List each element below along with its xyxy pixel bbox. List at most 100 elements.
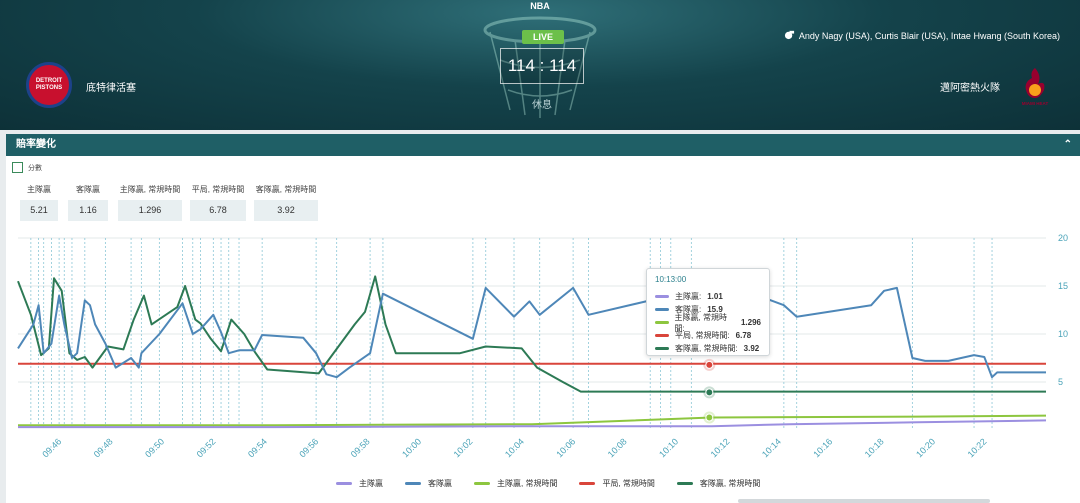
tooltip-label: 客隊贏, 常規時間: bbox=[675, 344, 738, 353]
series-swatch bbox=[655, 334, 669, 337]
chart-legend: 主隊贏 客隊贏 主隊贏, 常規時間 平局, 常規時間 客隊贏, 常規時間 bbox=[336, 478, 760, 489]
odds-chart[interactable]: 5 10 15 20 09:46 09:48 09:50 09:52 09:54 09:56 09:… bbox=[0, 234, 1080, 474]
chevron-up-icon[interactable]: ⌃ bbox=[1063, 139, 1072, 150]
legend-label: 主隊贏 bbox=[359, 479, 383, 488]
odds-away-win-reg: 客隊贏, 常規時間 3.92 bbox=[254, 184, 318, 221]
odds-label: 客隊贏, 常規時間 bbox=[255, 185, 317, 194]
odds-panel: 賠率變化 ⌃ 分數 主隊贏 5.21 客隊贏 1.16 主隊贏, 常規時間 1.… bbox=[6, 134, 1080, 503]
tooltip-label: 平局, 常規時間: bbox=[675, 331, 730, 340]
series-line-away_win bbox=[17, 276, 1046, 379]
home-logo-line-2: PISTONS bbox=[35, 85, 63, 91]
legend-swatch bbox=[676, 482, 693, 485]
odds-draw-reg: 平局, 常規時間 6.78 bbox=[190, 184, 246, 221]
tooltip-value: 3.92 bbox=[743, 344, 760, 353]
odds-label: 平局, 常規時間 bbox=[191, 185, 245, 194]
tooltip-row: 客隊贏, 常規時間: 3.92 bbox=[655, 342, 761, 355]
odds-home-win: 主隊贏 5.21 bbox=[20, 184, 58, 221]
x-tick-label: 10:08 bbox=[606, 436, 629, 459]
x-tick-label: 10:18 bbox=[863, 436, 886, 459]
referees: Andy Nagy (USA), Curtis Blair (USA), Int… bbox=[784, 29, 1060, 42]
legend-swatch bbox=[474, 482, 490, 485]
score-display: 114 : 114 bbox=[500, 48, 584, 84]
odds-value: 6.78 bbox=[190, 200, 246, 221]
x-tick-label: 10:20 bbox=[914, 436, 937, 459]
tooltip-label: 客隊贏: bbox=[675, 305, 702, 314]
tooltip-label: 主隊贏, 常規時間: bbox=[674, 312, 727, 333]
checkbox[interactable] bbox=[12, 162, 23, 173]
away-team-logo: MIAMI HEAT bbox=[1020, 66, 1050, 110]
legend-swatch bbox=[405, 482, 421, 485]
odds-label: 主隊贏 bbox=[27, 185, 51, 194]
series-swatch bbox=[655, 308, 669, 311]
x-tick-label: 10:22 bbox=[966, 436, 989, 459]
x-tick-label: 09:52 bbox=[195, 436, 218, 459]
x-tick-label: 10:06 bbox=[554, 436, 577, 459]
away-team-name: 邁阿密熱火隊 bbox=[940, 83, 1000, 94]
x-tick-label: 10:12 bbox=[709, 436, 732, 459]
hover-marker bbox=[705, 413, 714, 422]
tooltip-row: 客隊贏: 15.9 bbox=[655, 303, 761, 316]
y-tick-label: 10 bbox=[1058, 329, 1068, 339]
odds-value: 1.296 bbox=[118, 200, 182, 221]
legend-item-away-win-reg[interactable]: 客隊贏, 常規時間 bbox=[676, 478, 761, 489]
legend-item-home-win[interactable]: 主隊贏 bbox=[336, 478, 383, 489]
odds-label: 客隊贏 bbox=[76, 185, 100, 194]
match-header: NBA LIVE 114 : 114 休息 Andy Nagy (USA), C… bbox=[0, 0, 1080, 130]
legend-swatch bbox=[336, 482, 352, 485]
series-line-home_win bbox=[18, 419, 1047, 429]
tooltip-row: 主隊贏: 1.01 bbox=[655, 290, 761, 303]
odds-value: 5.21 bbox=[20, 200, 58, 221]
away-logo-text: MIAMI HEAT bbox=[1022, 101, 1049, 106]
x-tick-label: 10:10 bbox=[657, 436, 680, 459]
basketball-flame-icon: MIAMI HEAT bbox=[1022, 68, 1049, 106]
horizontal-scrollbar[interactable] bbox=[738, 499, 990, 503]
odds-label: 主隊贏, 常規時間 bbox=[119, 185, 181, 194]
y-tick-label: 5 bbox=[1058, 377, 1063, 387]
tooltip-value: 1.296 bbox=[740, 318, 761, 327]
legend-swatch bbox=[579, 482, 596, 485]
odds-away-win: 客隊贏 1.16 bbox=[68, 184, 108, 221]
x-tick-label: 10:00 bbox=[400, 436, 423, 459]
odds-panel-header[interactable]: 賠率變化 ⌃ bbox=[6, 134, 1080, 156]
x-tick-label: 09:48 bbox=[92, 436, 115, 459]
legend-label: 平局, 常規時間 bbox=[602, 479, 655, 488]
tooltip-label: 主隊贏: bbox=[675, 292, 702, 301]
odds-home-win-reg: 主隊贏, 常規時間 1.296 bbox=[118, 184, 182, 221]
x-tick-label: 09:50 bbox=[143, 436, 166, 459]
series-swatch bbox=[655, 347, 669, 350]
series-swatch bbox=[655, 295, 669, 298]
tooltip-value: 15.9 bbox=[707, 305, 723, 314]
legend-item-away-win[interactable]: 客隊贏 bbox=[405, 478, 452, 489]
series-line-home_win_reg bbox=[18, 414, 1047, 427]
legend-label: 客隊贏, 常規時間 bbox=[699, 479, 761, 488]
tooltip-value: 6.78 bbox=[735, 331, 752, 340]
legend-label: 主隊贏, 常規時間 bbox=[497, 479, 558, 488]
league-label: NBA bbox=[530, 1, 550, 11]
chart-tooltip: 10:13:00 主隊贏: 1.01 客隊贏: 15.9 主隊贏, 常規時間: … bbox=[646, 268, 770, 356]
odds-value: 3.92 bbox=[254, 200, 318, 221]
referees-text: Andy Nagy (USA), Curtis Blair (USA), Int… bbox=[798, 30, 1060, 41]
home-logo-line-1: DETROIT bbox=[35, 78, 63, 84]
series-swatch bbox=[655, 321, 669, 324]
panel-title: 賠率變化 bbox=[16, 139, 56, 150]
x-tick-label: 09:58 bbox=[349, 436, 372, 459]
tooltip-time: 10:13:00 bbox=[655, 275, 687, 284]
x-tick-label: 09:56 bbox=[297, 436, 320, 459]
hover-marker bbox=[705, 388, 714, 397]
home-team-name: 底特律活塞 bbox=[86, 83, 136, 94]
tooltip-row: 平局, 常規時間: 6.78 bbox=[655, 329, 761, 342]
y-tick-label: 20 bbox=[1058, 234, 1068, 243]
tooltip-value: 1.01 bbox=[707, 292, 723, 301]
tooltip-row: 主隊贏, 常規時間: 1.296 bbox=[655, 313, 761, 333]
x-tick-label: 09:46 bbox=[40, 436, 63, 459]
score-toggle[interactable]: 分數 bbox=[12, 162, 42, 173]
score-toggle-label: 分數 bbox=[28, 164, 42, 172]
home-team-logo: DETROIT PISTONS bbox=[26, 62, 72, 108]
legend-label: 客隊贏 bbox=[428, 479, 452, 488]
x-tick-label: 10:04 bbox=[503, 436, 526, 459]
x-tick-label: 09:54 bbox=[246, 436, 269, 459]
live-badge: LIVE bbox=[522, 30, 564, 44]
legend-item-draw-reg[interactable]: 平局, 常規時間 bbox=[579, 478, 655, 489]
legend-item-home-win-reg[interactable]: 主隊贏, 常規時間 bbox=[474, 478, 557, 489]
x-tick-label: 10:14 bbox=[760, 436, 783, 459]
